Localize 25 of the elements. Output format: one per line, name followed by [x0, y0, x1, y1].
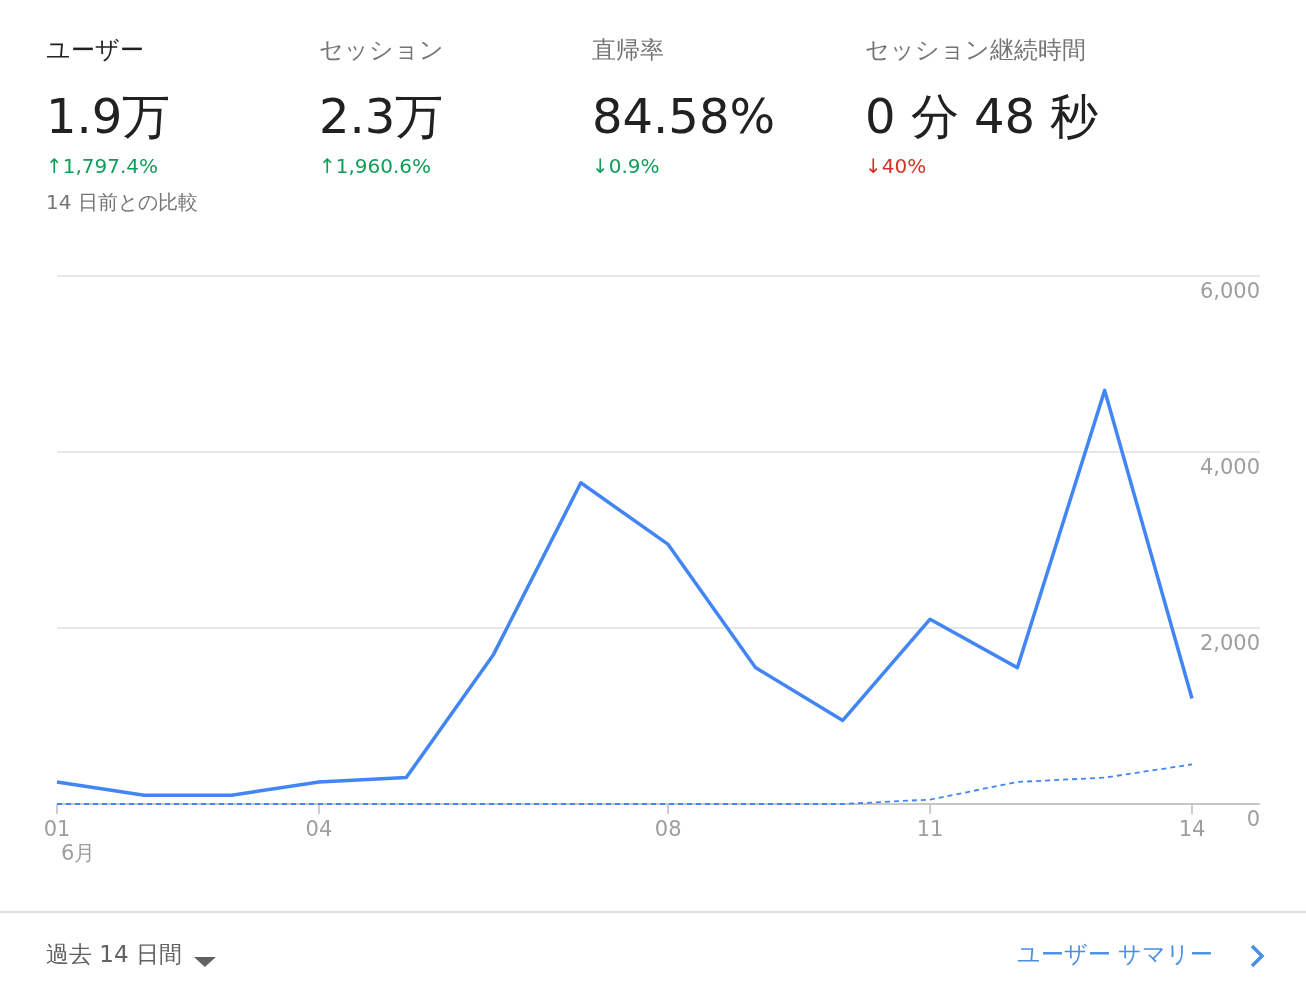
- text: セッション: [319, 36, 444, 64]
- y-tick-label: 0: [1246, 807, 1260, 831]
- x-tick-label: 01: [43, 817, 71, 841]
- text: ユーザー サマリー: [1016, 941, 1213, 967]
- text: 0 分 48 秒: [865, 88, 1099, 144]
- text: ↓40%: [865, 154, 927, 178]
- text: ユーザー: [46, 36, 144, 64]
- text: 6月: [61, 841, 96, 865]
- text: セッション継続時間: [865, 36, 1086, 64]
- text: 2.3万: [319, 88, 444, 144]
- text: 1.9万: [46, 88, 171, 144]
- text: 直帰率: [592, 36, 664, 64]
- x-tick-label: 14: [1178, 817, 1206, 841]
- y-tick-label: 4,000: [1199, 455, 1260, 479]
- x-tick-label: 08: [654, 817, 682, 841]
- y-tick-label: 6,000: [1199, 279, 1260, 303]
- text: 過去 14 日間: [46, 941, 182, 967]
- x-tick-label: 11: [916, 817, 944, 841]
- text: ↓0.9%: [592, 154, 660, 178]
- y-tick-label: 2,000: [1199, 631, 1260, 655]
- text: 14 日前との比較: [46, 190, 198, 214]
- text: ↑1,960.6%: [319, 154, 432, 178]
- text: ↑1,797.4%: [46, 154, 159, 178]
- text: 84.58%: [592, 88, 776, 144]
- x-tick-label: 04: [305, 817, 333, 841]
